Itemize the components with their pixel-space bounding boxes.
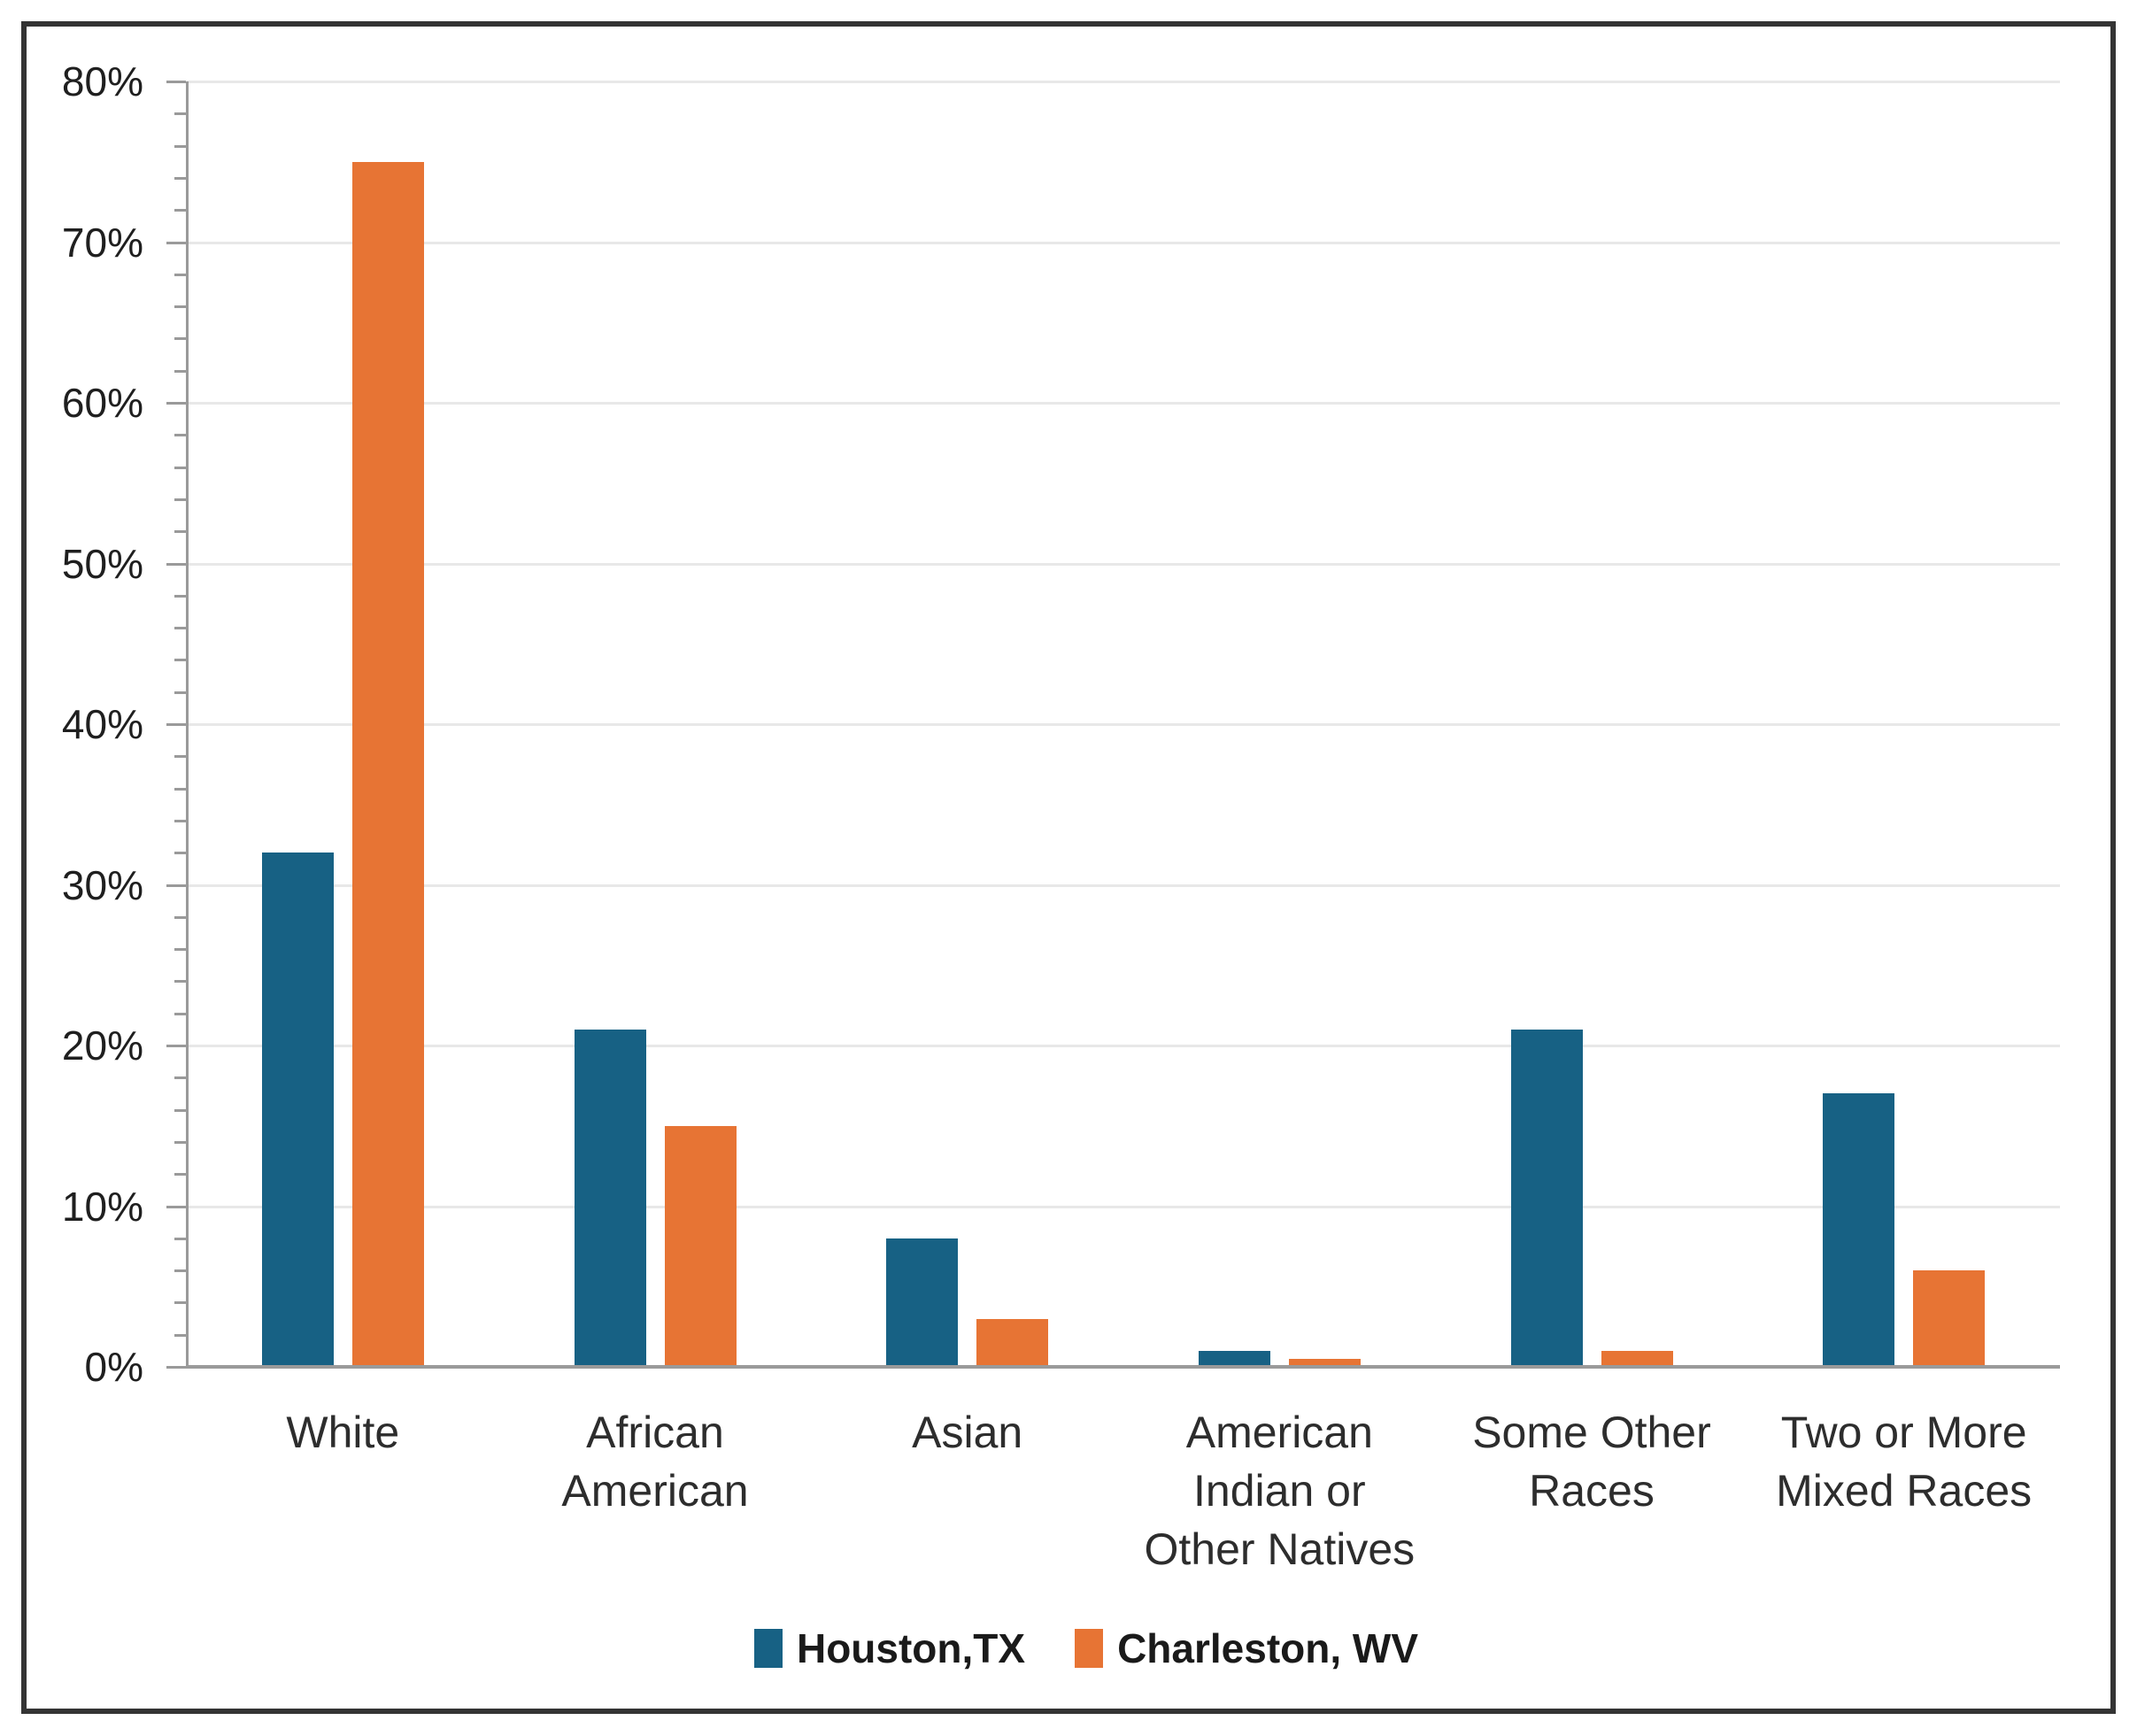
y-axis-major-tick — [166, 81, 186, 83]
plot-area — [166, 81, 2060, 1369]
legend-label-charleston: Charleston, WV — [1117, 1625, 1419, 1671]
y-axis-minor-tick — [174, 273, 186, 276]
y-axis-minor-tick — [174, 787, 186, 791]
y-axis-minor-tick — [174, 369, 186, 373]
y-axis-minor-tick — [174, 1108, 186, 1112]
bar-houston-3 — [1198, 1350, 1270, 1367]
legend-label-houston: Houston,TX — [796, 1625, 1026, 1671]
y-axis-minor-tick — [174, 1012, 186, 1015]
y-axis-minor-tick — [174, 594, 186, 598]
y-axis-minor-tick — [174, 915, 186, 919]
gridline — [187, 1045, 2060, 1047]
y-axis-minor-tick — [174, 980, 186, 984]
y-axis-minor-tick — [174, 659, 186, 662]
y-axis-label: 60% — [61, 380, 143, 426]
bar-houston-4 — [1510, 1029, 1583, 1367]
bar-charleston-2 — [976, 1318, 1049, 1367]
gridline — [187, 723, 2060, 726]
bar-houston-5 — [1823, 1093, 1895, 1367]
y-axis-line — [186, 81, 189, 1367]
y-axis-minor-tick — [174, 498, 186, 501]
gridline — [187, 402, 2060, 405]
y-axis-minor-tick — [174, 691, 186, 694]
y-axis-minor-tick — [174, 1333, 186, 1337]
y-axis-label: 80% — [61, 58, 143, 104]
legend-marker-charleston — [1075, 1629, 1104, 1668]
y-axis-label: 70% — [61, 219, 143, 266]
x-axis-label: American Indian or Other Natives — [1144, 1408, 1416, 1574]
y-axis-minor-tick — [174, 112, 186, 116]
y-axis-minor-tick — [174, 819, 186, 822]
y-axis-minor-tick — [174, 1140, 186, 1144]
y-axis-major-tick — [166, 1205, 186, 1208]
bar-charleston-0 — [351, 161, 424, 1367]
x-axis-line — [186, 1365, 2060, 1369]
legend-item-houston: Houston,TX — [753, 1624, 1026, 1672]
bar-charleston-4 — [1601, 1350, 1673, 1367]
y-axis-minor-tick — [174, 755, 186, 759]
x-axis-label: Some Other Races — [1472, 1408, 1711, 1516]
y-axis-major-tick — [166, 883, 186, 887]
bar-houston-0 — [261, 853, 334, 1367]
y-axis-minor-tick — [174, 144, 186, 148]
y-axis-major-tick — [166, 723, 186, 726]
gridline — [187, 883, 2060, 887]
bar-houston-2 — [886, 1238, 959, 1367]
legend: Houston,TX Charleston, WV — [753, 1624, 1418, 1672]
y-axis-label: 30% — [61, 861, 143, 908]
y-axis-label: 40% — [61, 701, 143, 747]
y-axis-label: 20% — [61, 1022, 143, 1069]
gridline — [187, 241, 2060, 244]
bar-houston-1 — [574, 1029, 646, 1367]
x-axis-label: White — [286, 1408, 400, 1457]
y-axis-minor-tick — [174, 1269, 186, 1273]
legend-marker-houston — [753, 1629, 783, 1668]
x-axis-label: Two or More Mixed Races — [1776, 1408, 2033, 1516]
bar-charleston-1 — [664, 1125, 737, 1367]
y-axis-minor-tick — [174, 209, 186, 212]
y-axis-label: 10% — [61, 1183, 143, 1230]
y-axis-minor-tick — [174, 337, 186, 341]
y-axis-label: 0% — [84, 1344, 143, 1390]
y-axis-minor-tick — [174, 1173, 186, 1177]
y-axis-minor-tick — [174, 948, 186, 952]
y-axis-minor-tick — [174, 434, 186, 437]
y-axis-minor-tick — [174, 852, 186, 855]
y-axis-minor-tick — [174, 1237, 186, 1240]
gridline — [187, 1205, 2060, 1208]
y-axis-major-tick — [166, 562, 186, 566]
bar-charleston-5 — [1913, 1270, 1986, 1367]
y-axis-minor-tick — [174, 1076, 186, 1080]
y-axis-minor-tick — [174, 530, 186, 534]
bar-charleston-3 — [1288, 1358, 1361, 1367]
y-axis-major-tick — [166, 402, 186, 405]
legend-item-charleston: Charleston, WV — [1075, 1624, 1418, 1672]
gridline — [187, 81, 2060, 83]
y-axis-minor-tick — [174, 305, 186, 309]
y-axis-major-tick — [166, 241, 186, 244]
x-axis-label: Asian — [912, 1408, 1023, 1457]
y-axis-minor-tick — [174, 466, 186, 469]
x-axis-label: African American — [561, 1408, 749, 1516]
y-axis-major-tick — [166, 1045, 186, 1047]
y-axis-major-tick — [166, 1366, 186, 1369]
y-axis-minor-tick — [174, 627, 186, 630]
y-axis-label: 50% — [61, 540, 143, 587]
y-axis-minor-tick — [174, 176, 186, 180]
y-axis-minor-tick — [174, 1301, 186, 1305]
gridline — [187, 562, 2060, 566]
